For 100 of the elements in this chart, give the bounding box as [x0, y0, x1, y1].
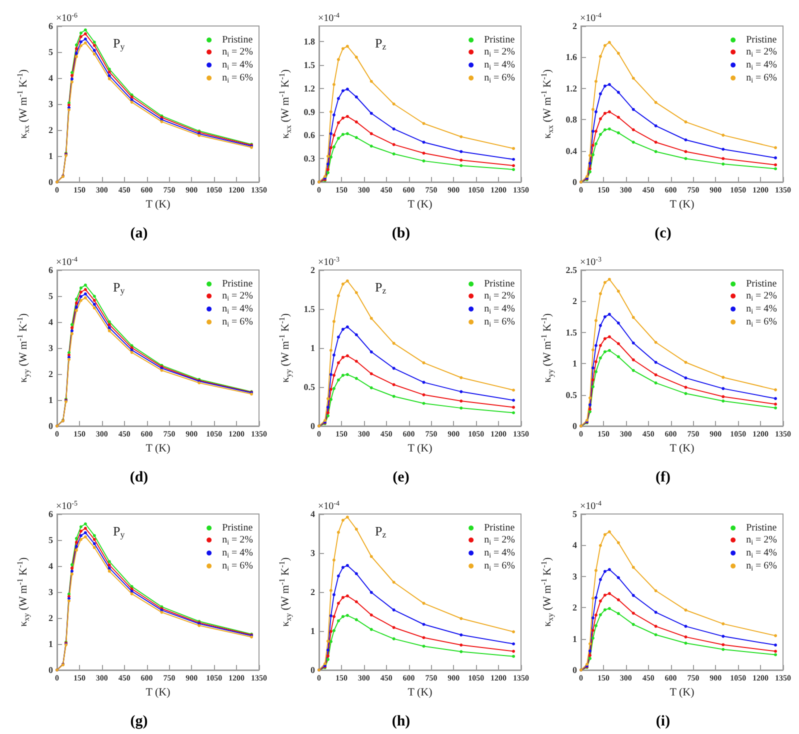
x-tick-label: 0 — [579, 430, 583, 438]
x-tick-label: 750 — [163, 674, 176, 682]
y-tick-label: 0 — [48, 421, 54, 431]
legend-label: Pristine — [484, 34, 516, 46]
x-tick-label: 600 — [402, 186, 415, 194]
y-axis-title: κyy (W m-1 K-1) — [540, 313, 555, 383]
x-tick-label: 150 — [335, 430, 348, 438]
x-tick-label: 150 — [335, 674, 348, 682]
legend-label: Pristine — [746, 34, 778, 46]
text: (g) — [130, 714, 148, 730]
y-tick-label: 1.5 — [304, 60, 316, 70]
y-tick-label: 6 — [48, 265, 54, 275]
text: (a) — [130, 226, 148, 242]
y-tick-label: 6 — [48, 21, 54, 31]
x-tick-label: 1350 — [775, 186, 791, 194]
x-tick-label: 150 — [73, 674, 86, 682]
y-axis-title: κxx (W m-1 K-1) — [278, 69, 293, 139]
y-axis-title: κyy (W m-1 K-1) — [16, 313, 31, 383]
y-tick-label: 0.9 — [304, 106, 316, 117]
x-tick-label: 900 — [186, 186, 198, 194]
x-tick-label: 1200 — [752, 186, 769, 194]
y-tick-label: 5 — [48, 47, 54, 57]
y-tick-label: 1 — [310, 343, 316, 353]
y-tick-label: 3 — [310, 548, 316, 558]
legend-label: Pristine — [222, 34, 254, 46]
x-tick-label: 450 — [642, 186, 654, 194]
y-tick-label: 0.4 — [566, 146, 578, 156]
x-tick-label: 750 — [687, 186, 700, 194]
y-tick-label: 1 — [48, 639, 54, 649]
x-tick-label: 150 — [335, 186, 348, 194]
y-tick-label: 0 — [572, 177, 578, 187]
x-tick-label: 900 — [186, 674, 198, 682]
x-tick-label: 1200 — [228, 430, 245, 438]
x-tick-label: 900 — [186, 430, 198, 438]
y-tick-label: 0.3 — [304, 154, 316, 164]
x-tick-label: 750 — [425, 430, 438, 438]
y-tick-label: 1.5 — [566, 327, 578, 338]
x-tick-label: 600 — [140, 430, 153, 438]
text: (d) — [130, 470, 148, 486]
x-tick-label: 0 — [317, 674, 321, 682]
x-tick-label: 450 — [118, 674, 130, 682]
x-tick-label: 150 — [73, 430, 86, 438]
y-tick-label: 0.6 — [304, 130, 316, 140]
x-tick-label: 1350 — [513, 674, 529, 682]
y-tick-label: 0 — [572, 665, 578, 675]
text: (h) — [392, 714, 410, 730]
legend-label: Pristine — [484, 278, 516, 290]
y-tick-label: 1 — [48, 151, 54, 161]
y-tick-label: 2 — [48, 613, 54, 623]
y-tick-label: 2 — [48, 125, 54, 135]
x-tick-label: 1350 — [513, 186, 529, 194]
x-tick-label: 1350 — [251, 430, 267, 438]
x-tick-label: 450 — [380, 186, 392, 194]
y-tick-label: 0 — [310, 665, 316, 675]
legend-label: Pristine — [222, 522, 254, 534]
y-tick-label: 0.5 — [304, 382, 316, 392]
x-tick-label: 1050 — [730, 430, 746, 438]
y-tick-label: 1.5 — [304, 304, 316, 314]
y-tick-label: 4 — [572, 540, 578, 550]
x-tick-label: 600 — [402, 674, 415, 682]
x-axis-title: T (K) — [670, 442, 695, 454]
y-tick-label: 0 — [48, 665, 54, 675]
x-tick-label: 0 — [579, 674, 583, 682]
x-tick-label: 1350 — [513, 430, 529, 438]
x-tick-label: 450 — [380, 674, 392, 682]
x-tick-label: 300 — [96, 430, 108, 438]
x-axis-title: T (K) — [408, 442, 433, 454]
x-axis-title: T (K) — [408, 686, 433, 698]
x-tick-label: 450 — [642, 430, 654, 438]
y-axis-title: κxx (W m-1 K-1) — [16, 69, 31, 139]
y-tick-label: 3 — [48, 587, 54, 597]
x-tick-label: 600 — [402, 430, 415, 438]
x-tick-label: 150 — [597, 186, 610, 194]
x-tick-label: 300 — [96, 674, 108, 682]
x-tick-label: 300 — [358, 186, 370, 194]
text: (c) — [654, 226, 672, 242]
x-tick-label: 1350 — [251, 674, 267, 682]
x-tick-label: 450 — [642, 674, 654, 682]
x-tick-label: 1050 — [206, 674, 222, 682]
x-tick-label: 1350 — [775, 674, 791, 682]
y-tick-label: 1.8 — [304, 36, 316, 47]
text: (b) — [392, 226, 410, 242]
x-tick-label: 750 — [163, 186, 176, 194]
y-tick-label: 1.2 — [566, 83, 578, 94]
y-tick-label: 4 — [48, 73, 54, 83]
legend-label: Pristine — [484, 522, 516, 534]
x-axis-title: T (K) — [146, 442, 171, 454]
y-tick-label: 0.8 — [566, 114, 578, 125]
x-tick-label: 600 — [664, 430, 677, 438]
x-tick-label: 1050 — [468, 186, 484, 194]
legend-label: Pristine — [222, 278, 254, 290]
y-tick-label: 0 — [310, 421, 316, 431]
x-tick-label: 600 — [140, 186, 153, 194]
x-tick-label: 600 — [664, 674, 677, 682]
x-tick-label: 450 — [118, 186, 130, 194]
y-tick-label: 0.5 — [566, 390, 578, 400]
x-tick-label: 750 — [163, 430, 176, 438]
y-tick-label: 4 — [310, 509, 316, 519]
y-axis-title: κxy (W m-1 K-1) — [540, 557, 555, 627]
y-tick-label: 4 — [48, 317, 54, 327]
